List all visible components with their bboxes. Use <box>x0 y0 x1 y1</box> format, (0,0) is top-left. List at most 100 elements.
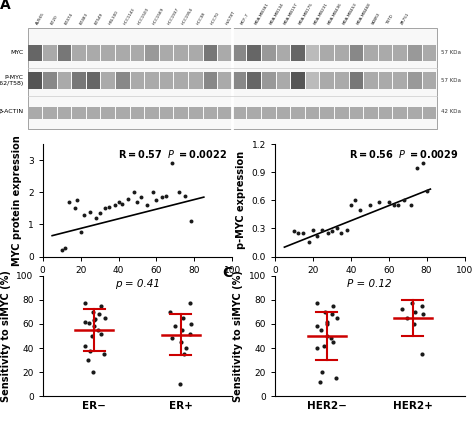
Point <box>81 212 88 218</box>
Bar <box>58 107 71 119</box>
Text: BT20: BT20 <box>50 14 59 25</box>
Bar <box>247 107 261 119</box>
Point <box>324 318 331 325</box>
Text: MDA-MB468: MDA-MB468 <box>356 1 373 25</box>
Point <box>418 351 426 357</box>
Text: MDA-MB134: MDA-MB134 <box>269 2 285 25</box>
Text: MCF-7: MCF-7 <box>240 12 249 25</box>
Bar <box>350 45 363 61</box>
Bar <box>131 45 144 61</box>
Bar <box>262 73 276 89</box>
Bar <box>131 73 144 89</box>
Point <box>105 204 113 210</box>
Point <box>101 205 109 212</box>
Bar <box>364 107 378 119</box>
Point <box>81 342 89 349</box>
Point <box>319 227 326 234</box>
Text: $\bf{R = 0.56}$  $\it{P}$ $\bf{= 0.0029}$: $\bf{R = 0.56}$ $\it{P}$ $\bf{= 0.0029}$ <box>349 148 459 159</box>
Point <box>356 206 364 213</box>
Bar <box>218 107 232 119</box>
Point <box>58 247 65 254</box>
Point <box>419 311 427 318</box>
Point <box>101 315 109 321</box>
Text: AU565: AU565 <box>35 11 46 25</box>
Point <box>400 197 408 204</box>
Point <box>323 332 330 339</box>
Text: P = 0.12: P = 0.12 <box>347 279 392 289</box>
Point <box>317 379 324 385</box>
Point <box>90 369 97 376</box>
Bar <box>174 107 188 119</box>
Point <box>86 208 94 215</box>
Bar <box>72 73 86 89</box>
Bar <box>423 107 436 119</box>
Point <box>91 316 99 323</box>
Bar <box>189 45 203 61</box>
Bar <box>58 73 71 89</box>
Point <box>423 187 430 194</box>
Point <box>181 351 188 357</box>
Bar <box>116 45 130 61</box>
Bar <box>350 73 363 89</box>
Bar <box>247 45 261 61</box>
Bar <box>291 73 305 89</box>
Point <box>403 315 410 321</box>
Bar <box>87 45 100 61</box>
Point <box>89 309 97 315</box>
Point <box>229 127 235 132</box>
Bar <box>306 45 319 61</box>
Text: HCC1143: HCC1143 <box>123 7 136 25</box>
Point <box>300 230 307 237</box>
Bar <box>408 107 422 119</box>
Bar <box>101 45 115 61</box>
Text: β-ACTIN: β-ACTIN <box>0 109 23 114</box>
Bar <box>116 107 130 119</box>
Text: P-MYC
(S62/T58): P-MYC (S62/T58) <box>0 75 23 86</box>
Text: HCC1937: HCC1937 <box>167 6 180 25</box>
Bar <box>379 107 392 119</box>
Bar <box>160 45 173 61</box>
Point <box>366 202 374 209</box>
Point <box>411 309 419 315</box>
Point <box>337 230 345 237</box>
Bar <box>160 107 173 119</box>
Text: ZR751: ZR751 <box>400 11 410 25</box>
Point <box>328 228 336 234</box>
Bar <box>291 107 305 119</box>
Bar <box>58 45 71 61</box>
Text: C: C <box>222 266 232 280</box>
Bar <box>87 107 100 119</box>
Bar <box>364 45 378 61</box>
Point <box>329 302 337 309</box>
Bar <box>160 73 173 89</box>
Point <box>178 326 185 333</box>
Point <box>166 309 173 315</box>
Bar <box>189 73 203 89</box>
Point <box>334 225 341 232</box>
Point <box>329 339 337 346</box>
Point <box>313 345 321 351</box>
Point <box>229 25 235 30</box>
Point <box>313 232 320 239</box>
Point <box>77 229 84 236</box>
Bar <box>204 73 217 89</box>
Point <box>111 202 118 209</box>
Point <box>332 375 339 382</box>
Bar <box>189 107 203 119</box>
Bar <box>116 73 130 89</box>
Text: p = 0.41: p = 0.41 <box>115 279 160 289</box>
Y-axis label: MYC protein expression: MYC protein expression <box>12 135 22 266</box>
Text: T47D: T47D <box>386 14 394 25</box>
Point <box>176 381 183 388</box>
Point <box>419 159 427 166</box>
Text: MDA-MB157: MDA-MB157 <box>283 1 300 25</box>
Bar <box>379 45 392 61</box>
Bar <box>291 45 305 61</box>
Point <box>318 369 326 376</box>
Text: BT549: BT549 <box>94 11 104 25</box>
Point <box>318 326 325 333</box>
Bar <box>131 107 144 119</box>
Point <box>334 315 341 321</box>
Point <box>97 330 105 337</box>
Bar <box>28 107 42 119</box>
